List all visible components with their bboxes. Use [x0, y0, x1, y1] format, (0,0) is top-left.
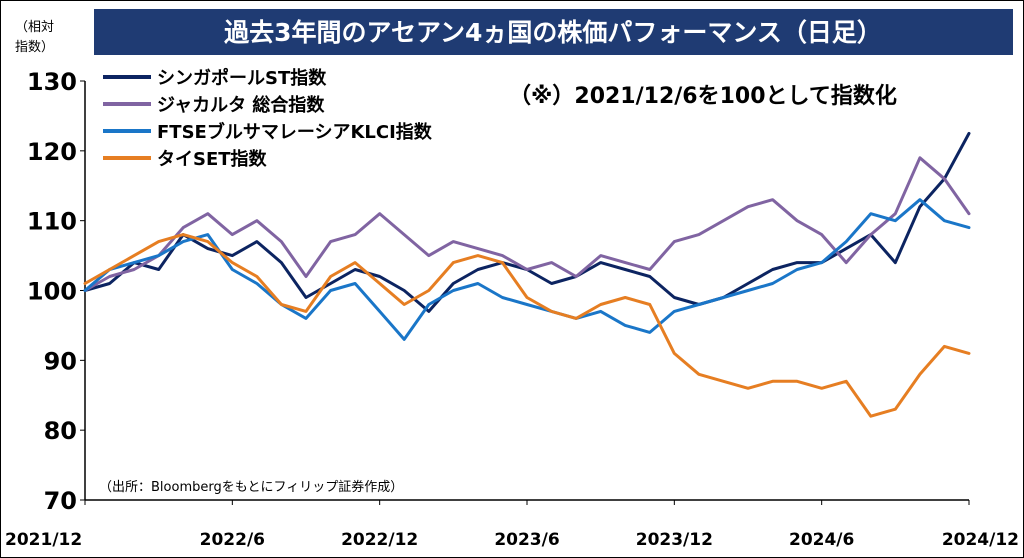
y-tick-label: 120 [27, 138, 77, 166]
index-note: （※）2021/12/6を100として指数化 [509, 83, 897, 109]
tick-labels: 130 120 110 100 90 80 70 2021/12 2022/6 2022/12 20… [5, 68, 1019, 550]
y-tick-label: 70 [44, 487, 77, 515]
x-tick-label: 2024/12 [942, 530, 1019, 550]
legend-label-0: シンガポールST指数 [157, 67, 327, 89]
y-tick-label: 80 [44, 417, 77, 445]
series-lines [83, 131, 971, 418]
chart-title: 過去3年間のアセアン4ヵ国の株価パフォーマンス（日足） [224, 18, 882, 47]
legend-label-2: FTSEブルサマレーシアKLCI指数 [157, 121, 433, 143]
y-axis-label-line: 指数） [15, 40, 54, 55]
y-tick-label: 100 [27, 278, 77, 306]
y-axis-label-line: （相対 [15, 20, 54, 35]
axes [84, 81, 969, 501]
series-line-2 [83, 198, 971, 341]
series-line-1 [83, 156, 971, 292]
y-tick-label: 130 [27, 68, 77, 96]
x-tick-label: 2022/6 [200, 530, 265, 550]
x-tick-label: 2021/12 [5, 530, 82, 550]
legend-label-1: ジャカルタ 総合指数 [157, 94, 325, 116]
x-tick-label: 2022/12 [341, 530, 418, 550]
y-tick-label: 90 [44, 347, 77, 375]
series-line-3 [83, 233, 971, 418]
x-tick-label: 2023/6 [494, 530, 559, 550]
legend-label-3: タイSET指数 [157, 148, 268, 170]
source-note: （出所：Bloombergをもとにフィリップ証券作成） [99, 479, 403, 495]
x-tick-label: 2023/12 [636, 530, 713, 550]
y-tick-label: 110 [27, 208, 77, 236]
x-tick-label: 2024/6 [789, 530, 854, 550]
title-banner [94, 9, 1013, 55]
